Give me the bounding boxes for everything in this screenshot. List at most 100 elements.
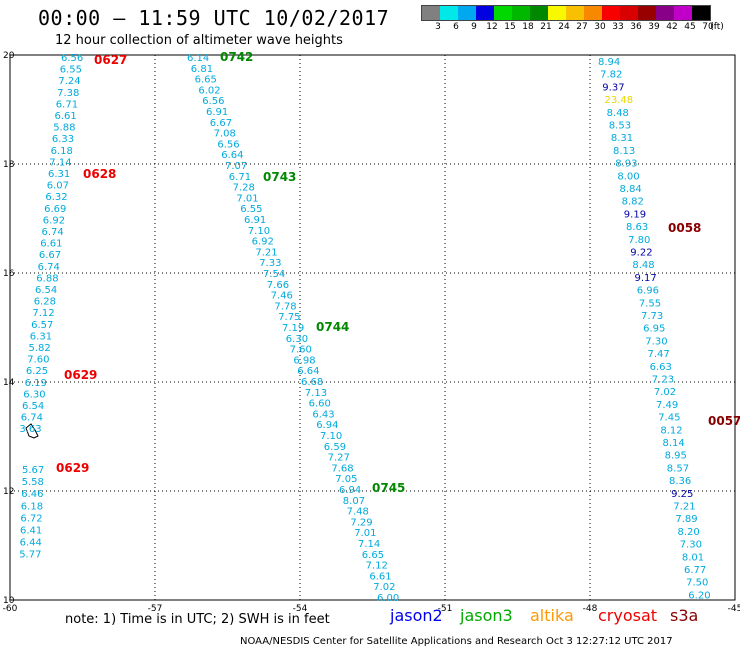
color-swatch	[566, 6, 584, 20]
swh-value: 7.29	[350, 517, 372, 528]
color-scale-tick: 42	[666, 22, 678, 32]
legend-item-altika: altika	[530, 606, 574, 625]
swh-value: 6.46	[21, 489, 43, 500]
color-swatch	[458, 6, 476, 20]
swh-value: 7.89	[675, 514, 697, 525]
swh-value: 6.44	[20, 538, 42, 549]
swh-value: 7.12	[366, 561, 388, 572]
color-scale-tick: 36	[630, 22, 642, 32]
swh-value: 6.19	[25, 378, 47, 389]
swh-value: 6.55	[60, 65, 82, 76]
swh-value: 5.58	[22, 477, 44, 488]
swh-value: 7.48	[347, 507, 369, 518]
page-title: 00:00 – 11:59 UTC 10/02/2017	[38, 6, 390, 30]
swh-value: 8.63	[626, 222, 648, 233]
swh-value: 7.07	[225, 161, 247, 172]
swh-value: 7.21	[255, 247, 277, 258]
color-scale-bar	[421, 5, 711, 21]
swh-value: 7.47	[648, 349, 670, 360]
swh-value: 6.31	[30, 331, 52, 342]
longitude-tick-label: -57	[148, 604, 163, 612]
swh-value: 7.45	[658, 413, 680, 424]
swh-value: 6.77	[684, 565, 706, 576]
longitude-tick-label: -51	[438, 604, 453, 612]
swh-value: 5.82	[29, 343, 51, 354]
swh-value: 7.73	[641, 311, 663, 322]
swh-value: 6.02	[198, 85, 220, 96]
color-scale-tick: 39	[648, 22, 660, 32]
swh-value: 7.05	[335, 474, 357, 485]
color-scale-tick: 6	[453, 22, 459, 32]
swh-value: 6.91	[206, 107, 228, 118]
swh-value: 6.64	[221, 150, 243, 161]
swh-value: 7.82	[600, 70, 622, 81]
swh-value: 5.77	[19, 550, 41, 561]
color-scale-tick: 30	[594, 22, 606, 32]
swh-value: 6.61	[40, 239, 62, 250]
color-scale-tick: 15	[504, 22, 516, 32]
longitude-tick-label: -48	[583, 604, 598, 612]
swh-value: 8.93	[615, 159, 637, 170]
swh-value: 6.55	[240, 204, 262, 215]
swh-value: 6.32	[45, 192, 67, 203]
latitude-tick-label: 10	[3, 596, 15, 606]
swh-value: 6.28	[34, 297, 56, 308]
swh-value: 6.95	[643, 324, 665, 335]
latitude-tick-label: 16	[3, 269, 15, 279]
color-scale-labels: 3 6 9 12 15 18 21 24 27 30 33 36 39 42 45 70 (ft)	[421, 22, 740, 34]
pass-time-label: 0629	[56, 461, 89, 475]
color-swatch	[530, 6, 548, 20]
swh-value: 6.81	[191, 64, 213, 75]
color-scale-tick: 18	[522, 22, 534, 32]
swh-value: 7.08	[214, 129, 236, 140]
swh-value: 7.01	[236, 193, 258, 204]
page-subtitle: 12 hour collection of altimeter wave hei…	[55, 33, 343, 48]
color-swatch	[548, 6, 566, 20]
swh-value: 7.46	[271, 291, 293, 302]
swh-value: 8.01	[682, 552, 704, 563]
pass-time-label: 0745	[372, 481, 405, 495]
legend-item-s3a: s3a	[670, 606, 699, 625]
swh-value: 6.61	[55, 111, 77, 122]
swh-value: 7.75	[278, 312, 300, 323]
color-scale-tick: 21	[540, 22, 552, 32]
swh-value: 7.12	[32, 308, 54, 319]
color-swatch	[692, 6, 710, 20]
swh-value: 6.20	[688, 590, 710, 601]
swh-value: 6.59	[324, 442, 346, 453]
swh-value: 6.67	[39, 250, 61, 261]
credit-line: NOAA/NESDIS Center for Satellite Applica…	[240, 636, 673, 647]
swh-value: 7.60	[27, 355, 49, 366]
swh-value: 6.74	[38, 262, 60, 273]
swh-value: 6.92	[43, 215, 65, 226]
wave-height-map: -60 -57 -54 -51 -48 -452018161412106.566.557.…	[3, 50, 740, 612]
color-swatch	[602, 6, 620, 20]
swh-value: 8.48	[607, 108, 629, 119]
swh-value: 8.82	[622, 197, 644, 208]
legend-item-jason2: jason2	[390, 606, 443, 625]
swh-value: 6.57	[31, 320, 53, 331]
swh-value: 7.27	[328, 453, 350, 464]
swh-value: 3.63	[19, 424, 41, 435]
swh-value: 6.41	[20, 526, 42, 537]
pass-time-label: 0743	[263, 170, 296, 184]
swh-value: 7.10	[248, 226, 270, 237]
swh-value: 7.24	[58, 76, 80, 87]
color-scale-unit: (ft)	[710, 22, 724, 32]
legend-item-cryosat: cryosat	[598, 606, 658, 625]
swh-value: 6.25	[26, 366, 48, 377]
pass-time-label: 0627	[94, 53, 127, 67]
color-swatch	[620, 6, 638, 20]
swh-value: 6.65	[195, 75, 217, 86]
swh-value: 6.91	[244, 215, 266, 226]
color-swatch	[674, 6, 692, 20]
swh-value: 6.07	[47, 181, 69, 192]
swh-value: 8.07	[343, 496, 365, 507]
swh-value: 8.53	[609, 121, 631, 132]
swh-value: 7.66	[267, 280, 289, 291]
color-swatch	[638, 6, 656, 20]
swh-value: 5.67	[22, 465, 44, 476]
color-scale-tick: 3	[435, 22, 441, 32]
swh-value: 6.18	[21, 501, 43, 512]
swh-value: 6.88	[36, 273, 58, 284]
